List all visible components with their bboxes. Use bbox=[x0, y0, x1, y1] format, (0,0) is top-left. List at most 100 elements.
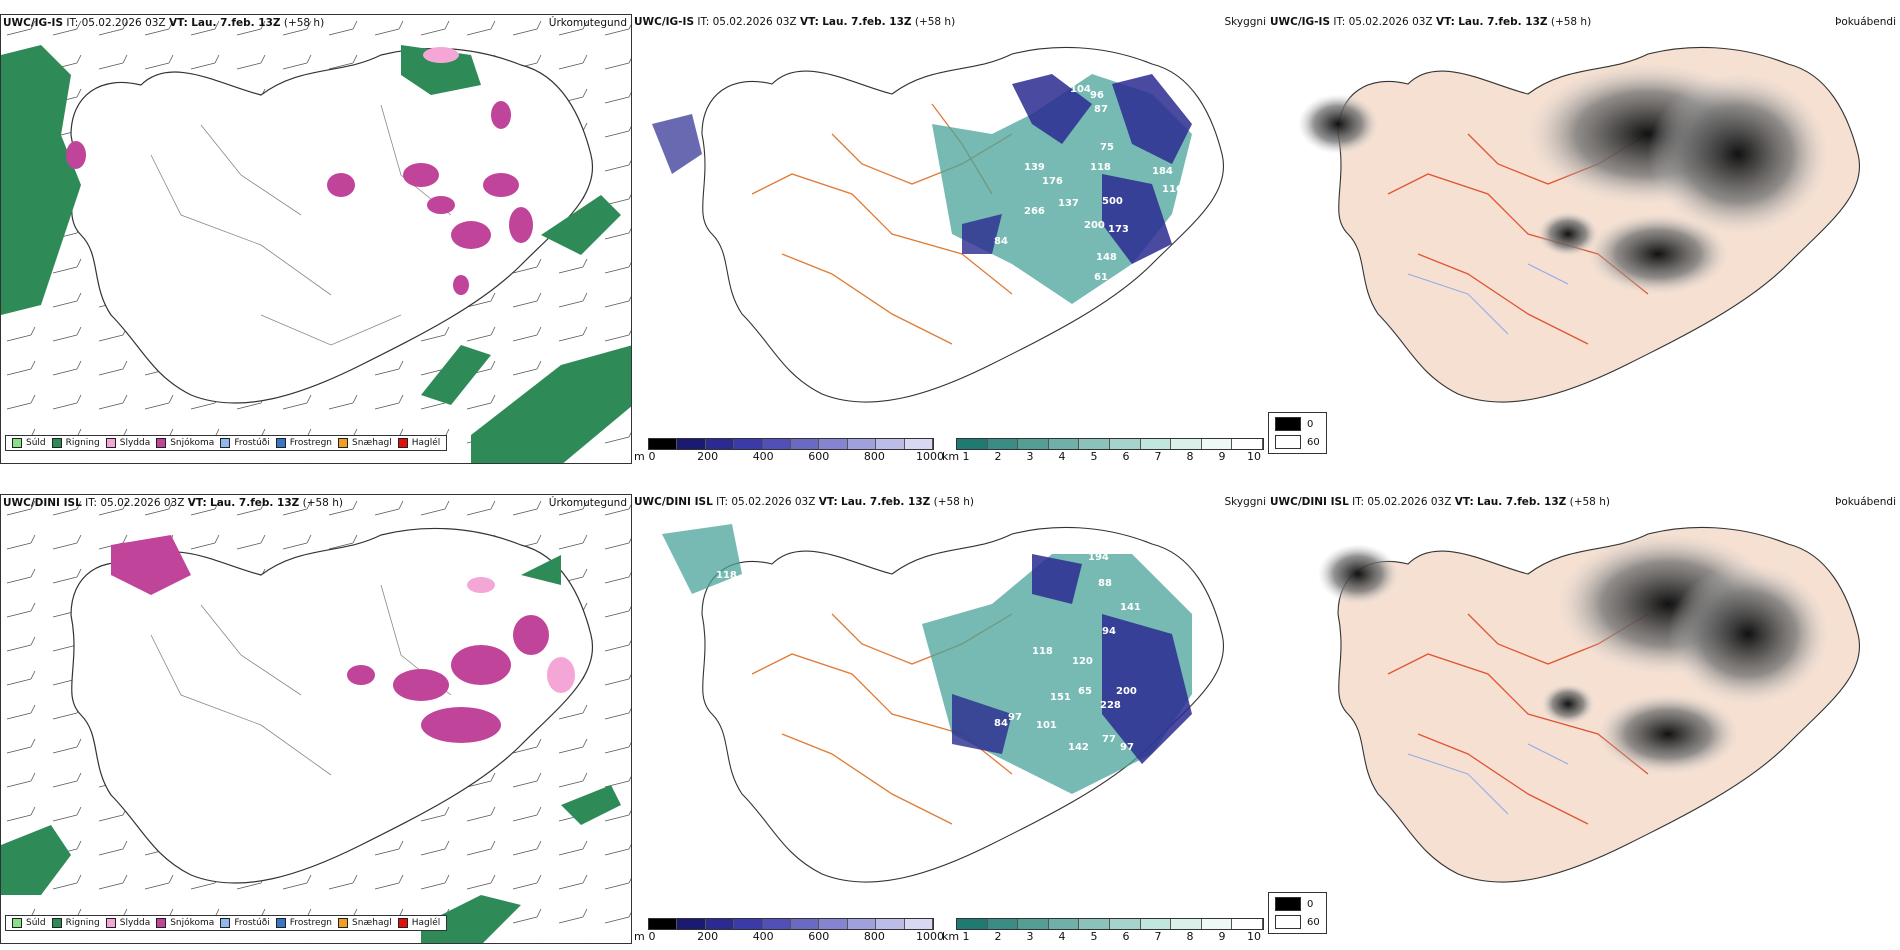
colorbar-tick: 3 bbox=[1026, 930, 1034, 943]
legend-label: Snæhagl bbox=[352, 438, 392, 448]
colorbar-strip bbox=[648, 438, 934, 450]
cloud-map-bottom: 1948814194118120651512282007797841421019… bbox=[662, 524, 1224, 883]
colorbar-cell bbox=[847, 439, 877, 449]
legend-item: Snjókoma bbox=[156, 438, 214, 448]
colorbar-cell bbox=[1171, 919, 1202, 929]
colorbar-tick: 0 bbox=[648, 930, 656, 943]
colorbar-cell bbox=[705, 919, 735, 929]
colorbar-strip bbox=[648, 918, 934, 930]
cloud-base-label: 96 bbox=[1090, 90, 1104, 101]
cloud-base-label: 84 bbox=[994, 236, 1008, 247]
cloud-base-label: 159 bbox=[666, 626, 687, 637]
cloud-base-label: 173 bbox=[1108, 224, 1129, 235]
colorbar-tick: 800 bbox=[863, 450, 885, 463]
colorbar-tick: 1000 bbox=[916, 450, 944, 463]
colorbar-cell bbox=[1109, 919, 1141, 929]
legend-swatch bbox=[338, 438, 349, 448]
colorbar-cell bbox=[1079, 439, 1110, 449]
legend-label: Slydda bbox=[119, 918, 151, 928]
cloud-base-label: 75 bbox=[1100, 142, 1114, 153]
legend-swatch bbox=[220, 918, 231, 928]
cloud-base-label: 97 bbox=[1120, 742, 1134, 753]
height-colorbar-bottom: m 0 200 400 600 800 1000 bbox=[634, 916, 944, 944]
cloud-base-label: 184 bbox=[1152, 166, 1173, 177]
variable-label-fog-top: Þokuábendi bbox=[1835, 16, 1896, 28]
colorbar-tick: 400 bbox=[752, 450, 774, 463]
cloud-base-label: 97 bbox=[1008, 712, 1022, 723]
cloud-base-label: 118 bbox=[716, 570, 737, 581]
cloud-base-label: 87 bbox=[1094, 104, 1108, 115]
colorbar-cell bbox=[1140, 439, 1172, 449]
panel-title-cloud-top: UWC/IG-IS IT: 05.02.2026 03Z VT: Lau. 7.… bbox=[634, 16, 956, 28]
colorbar-cell bbox=[987, 919, 1019, 929]
legend-item: Frostregn bbox=[275, 438, 332, 448]
colorbar-tick: 5 bbox=[1090, 930, 1098, 943]
colorbar-cell bbox=[1201, 919, 1233, 929]
colorbar-cell bbox=[819, 439, 848, 449]
fog-scale-bottom: 0 60 bbox=[1268, 892, 1327, 934]
colorbar-tick: 5 bbox=[1090, 450, 1098, 463]
cloud-base-label: 142 bbox=[1068, 742, 1089, 753]
legend-item: Frostregn bbox=[275, 918, 332, 928]
colorbar-cell bbox=[762, 439, 792, 449]
colorbar-cell bbox=[791, 919, 820, 929]
cloud-base-label: 88 bbox=[1098, 578, 1112, 589]
panel-title-top: UWC/IG-IS IT: 05.02.2026 03Z VT: Lau. 7.… bbox=[3, 17, 325, 29]
colorbar-tick: 3 bbox=[1026, 450, 1034, 463]
colorbar-tick: 10 bbox=[1247, 930, 1261, 943]
colorbar-cell bbox=[1018, 439, 1049, 449]
panel-title-fog-top: UWC/IG-IS IT: 05.02.2026 03Z VT: Lau. 7.… bbox=[1270, 16, 1592, 28]
cloud-base-label: 116 bbox=[1162, 184, 1183, 195]
legend-swatch bbox=[156, 918, 167, 928]
colorbar-tick: 7 bbox=[1154, 450, 1162, 463]
panel-title-bottom: UWC/DINI ISL IT: 05.02.2026 03Z VT: Lau.… bbox=[3, 497, 343, 509]
legend-label: Rigning bbox=[65, 438, 100, 448]
legend-item: Rigning bbox=[51, 438, 100, 448]
colorbar-unit: km bbox=[942, 450, 960, 463]
variable-label-fog-bottom: Þokuábendi bbox=[1835, 496, 1896, 508]
fog-panel-top: UWC/IG-IS IT: 05.02.2026 03Z VT: Lau. 7.… bbox=[1268, 14, 1900, 464]
legend-swatch bbox=[397, 918, 408, 928]
cloud-base-label: 118 bbox=[1090, 162, 1111, 173]
colorbar-cell bbox=[904, 919, 934, 929]
cloud-base-label: 108 bbox=[1030, 52, 1051, 63]
colorbar-unit: km bbox=[942, 930, 960, 943]
cloud-base-label: 200 bbox=[1084, 220, 1105, 231]
colorbar-tick: 0 bbox=[648, 450, 656, 463]
precip-legend-bottom: Súld Rigning Slydda Snjókoma Frostúði Frostre… bbox=[5, 915, 448, 931]
colorbar-cell bbox=[1048, 439, 1080, 449]
legend-swatch bbox=[51, 438, 62, 448]
colorbar-cell bbox=[876, 439, 905, 449]
colorbar-tick: 6 bbox=[1122, 930, 1130, 943]
colorbar-cell bbox=[649, 439, 678, 449]
precip-map-top bbox=[1, 15, 631, 463]
colorbar-cell bbox=[1079, 919, 1110, 929]
legend-item: Snæhagl bbox=[338, 438, 392, 448]
panel-title-fog-bottom: UWC/DINI ISL IT: 05.02.2026 03Z VT: Lau.… bbox=[1270, 496, 1610, 508]
cloud-base-label: 120 bbox=[1072, 656, 1093, 667]
colorbar-cell bbox=[1140, 919, 1172, 929]
colorbar-tick: 4 bbox=[1058, 450, 1066, 463]
legend-label: Slydda bbox=[119, 438, 151, 448]
legend-label: Snjókoma bbox=[170, 438, 215, 448]
colorbar-cell bbox=[847, 919, 877, 929]
colorbar-cell bbox=[677, 439, 706, 449]
colorbar-tick: 8 bbox=[1186, 930, 1194, 943]
legend-swatch bbox=[12, 918, 22, 928]
cloud-base-label: 200 bbox=[1116, 686, 1137, 697]
variable-label-precip-bottom: Úrkomutegund bbox=[548, 497, 627, 509]
visibility-colorbar-top: km 1 2 3 4 5 6 7 8 9 10 bbox=[942, 436, 1264, 464]
colorbar-cell bbox=[1048, 919, 1080, 929]
colorbar-tick: 10 bbox=[1247, 450, 1261, 463]
legend-label: Rigning bbox=[65, 918, 100, 928]
cloud-vis-panel-bottom: 194 88 141 94 118 120 65 151 228 200 77 97 84 142 101 9… bbox=[632, 494, 1268, 944]
colorbar-cell bbox=[1232, 439, 1263, 449]
colorbar-tick: 7 bbox=[1154, 930, 1162, 943]
fog-scale-top: 0 60 bbox=[1268, 412, 1327, 454]
legend-item: Súld bbox=[12, 438, 46, 448]
colorbar-cell bbox=[705, 439, 735, 449]
cloud-base-label: 94 bbox=[1102, 626, 1116, 637]
panel-title-cloud-bottom: UWC/DINI ISL IT: 05.02.2026 03Z VT: Lau.… bbox=[634, 496, 974, 508]
legend-swatch bbox=[105, 438, 116, 448]
legend-swatch bbox=[275, 438, 286, 448]
